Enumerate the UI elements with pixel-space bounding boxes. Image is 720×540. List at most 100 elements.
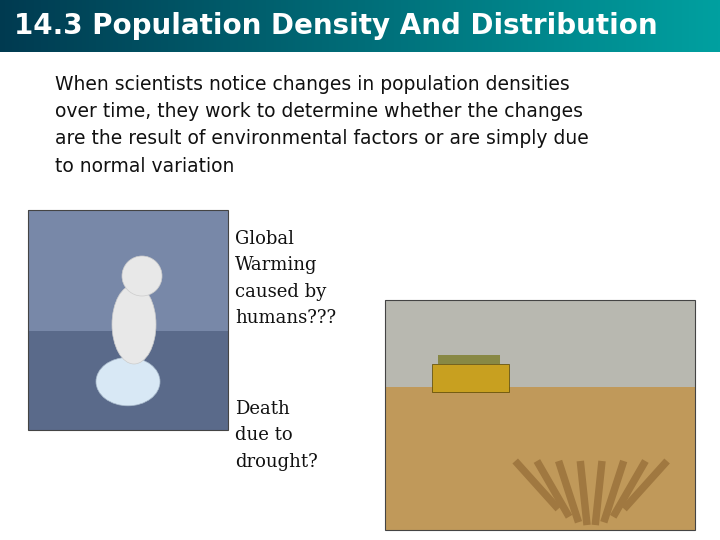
Bar xyxy=(319,0,322,52)
Bar xyxy=(238,0,240,52)
Bar xyxy=(590,0,593,52)
Bar xyxy=(261,0,264,52)
Bar xyxy=(2,0,5,52)
Bar xyxy=(288,0,290,52)
Bar xyxy=(715,0,718,52)
Bar xyxy=(403,0,405,52)
Bar xyxy=(629,0,631,52)
Bar xyxy=(34,0,36,52)
Bar xyxy=(189,0,192,52)
Bar xyxy=(153,0,156,52)
Bar xyxy=(427,0,430,52)
Bar xyxy=(274,0,276,52)
Bar xyxy=(523,0,526,52)
Bar xyxy=(266,0,269,52)
Bar xyxy=(693,0,696,52)
Bar xyxy=(621,0,624,52)
Bar xyxy=(562,0,564,52)
Bar xyxy=(297,0,300,52)
Bar xyxy=(28,210,228,331)
Bar xyxy=(326,0,329,52)
Bar xyxy=(225,0,228,52)
Bar xyxy=(554,0,557,52)
Bar xyxy=(379,0,382,52)
Bar xyxy=(353,0,355,52)
Bar xyxy=(307,0,310,52)
Bar xyxy=(521,0,523,52)
Bar xyxy=(245,0,247,52)
Bar xyxy=(65,0,67,52)
Bar xyxy=(531,0,533,52)
Bar xyxy=(437,0,439,52)
Bar xyxy=(713,0,715,52)
Bar xyxy=(610,459,649,518)
Bar xyxy=(454,0,456,52)
Bar xyxy=(84,0,86,52)
Bar xyxy=(634,0,636,52)
Bar xyxy=(456,0,459,52)
Bar xyxy=(312,0,315,52)
Bar xyxy=(535,0,538,52)
Bar xyxy=(72,0,74,52)
Bar xyxy=(703,0,706,52)
Bar xyxy=(223,0,225,52)
Bar xyxy=(420,0,423,52)
Bar xyxy=(43,0,45,52)
Bar xyxy=(610,0,612,52)
Bar xyxy=(269,0,271,52)
Bar xyxy=(413,0,415,52)
Bar xyxy=(101,0,103,52)
Bar xyxy=(675,0,677,52)
Bar xyxy=(14,0,17,52)
Bar xyxy=(149,0,151,52)
Bar xyxy=(600,0,603,52)
Bar xyxy=(55,0,58,52)
Bar xyxy=(470,0,473,52)
Bar xyxy=(250,0,252,52)
Bar xyxy=(497,0,499,52)
Bar xyxy=(567,0,569,52)
Bar xyxy=(446,0,449,52)
Bar xyxy=(624,0,626,52)
Bar xyxy=(571,0,574,52)
Bar xyxy=(94,0,96,52)
Bar xyxy=(144,0,146,52)
Bar xyxy=(48,0,50,52)
Bar xyxy=(542,0,545,52)
Bar xyxy=(545,0,547,52)
Bar xyxy=(387,0,389,52)
Bar xyxy=(218,0,221,52)
Bar xyxy=(77,0,79,52)
Bar xyxy=(684,0,686,52)
Bar xyxy=(657,0,660,52)
Bar xyxy=(708,0,711,52)
Bar xyxy=(423,0,425,52)
Bar xyxy=(259,0,261,52)
Bar xyxy=(475,0,477,52)
Bar xyxy=(502,0,504,52)
Bar xyxy=(547,0,549,52)
Bar xyxy=(430,0,432,52)
Bar xyxy=(696,0,698,52)
Bar xyxy=(158,0,161,52)
Bar xyxy=(24,0,27,52)
Bar xyxy=(108,0,110,52)
Bar xyxy=(577,461,590,525)
Bar xyxy=(686,0,689,52)
Bar xyxy=(682,0,684,52)
Bar xyxy=(415,0,418,52)
Bar xyxy=(233,0,235,52)
Bar xyxy=(592,461,606,525)
Bar xyxy=(103,0,106,52)
Bar xyxy=(626,0,629,52)
Bar xyxy=(449,0,451,52)
Bar xyxy=(598,0,600,52)
Bar xyxy=(396,0,398,52)
Bar xyxy=(28,331,228,430)
Bar xyxy=(495,0,497,52)
Bar xyxy=(209,0,211,52)
Bar xyxy=(333,0,336,52)
Bar xyxy=(534,459,572,518)
Bar xyxy=(438,355,500,364)
Bar xyxy=(557,0,559,52)
